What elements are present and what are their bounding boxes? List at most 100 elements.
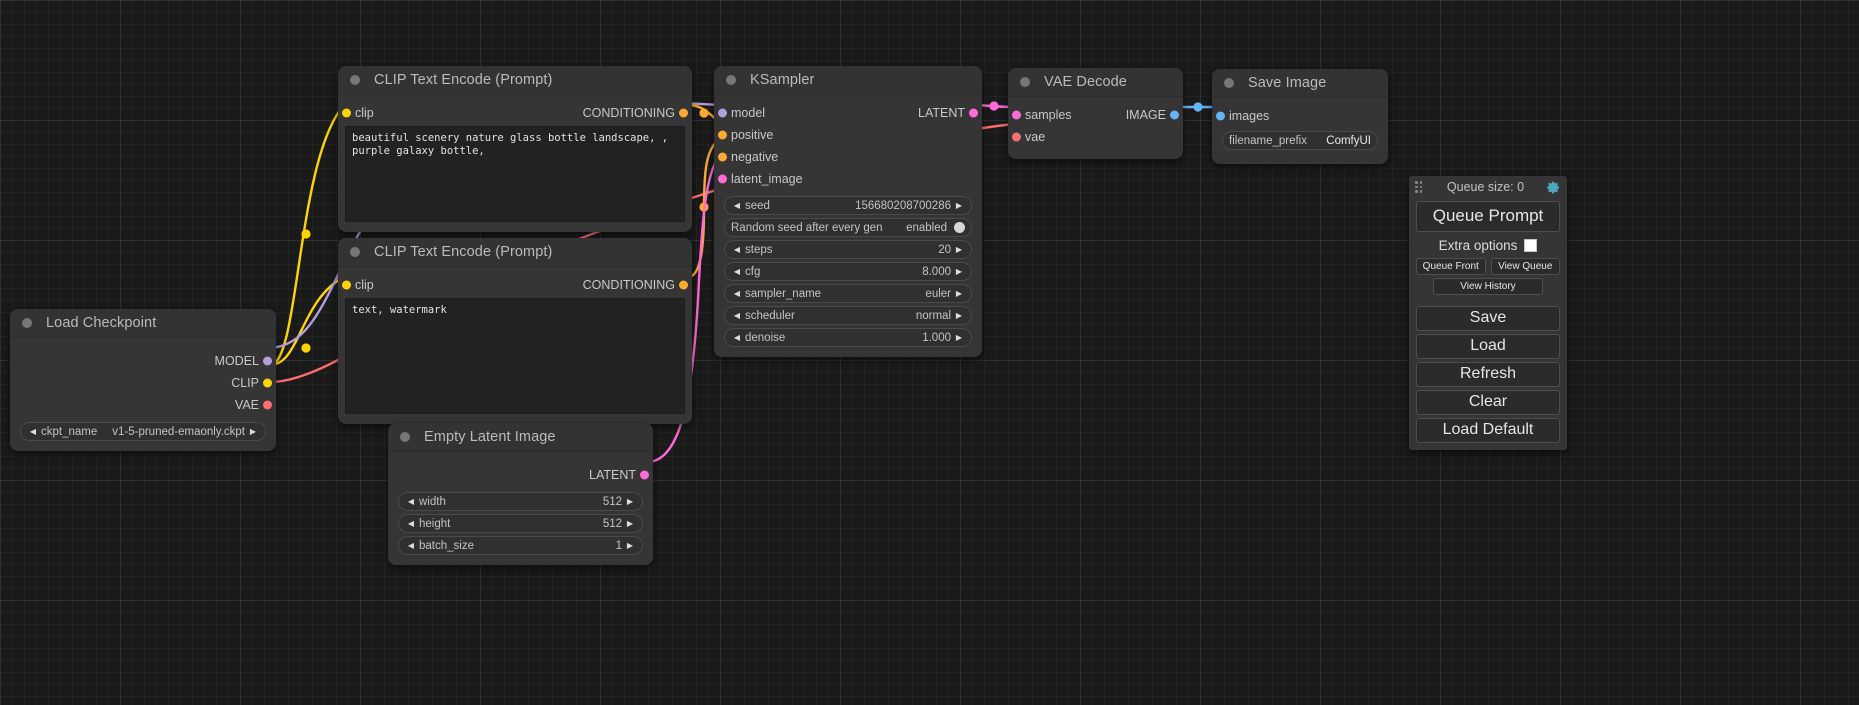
node-title-bar[interactable]: VAE Decode bbox=[1008, 68, 1183, 97]
comfy-menu-panel[interactable]: Queue size: 0 Queue Prompt Extra options… bbox=[1409, 176, 1567, 450]
output-slot-model[interactable]: MODEL bbox=[10, 352, 276, 369]
widget-value[interactable]: 1 bbox=[615, 539, 622, 552]
output-slot-vae[interactable]: VAE bbox=[10, 396, 276, 413]
extra-options-row[interactable]: Extra options bbox=[1416, 238, 1560, 253]
slot-dot-model-icon[interactable] bbox=[718, 108, 727, 117]
collapse-icon[interactable] bbox=[1224, 78, 1234, 88]
menu-drag-header[interactable]: Queue size: 0 bbox=[1409, 176, 1567, 198]
collapse-icon[interactable] bbox=[350, 75, 360, 85]
previous-arrow-icon[interactable]: ◀ bbox=[29, 427, 37, 436]
node-empty-latent-image[interactable]: Empty Latent Image LATENT ◀ width 512 ▶ … bbox=[388, 423, 653, 565]
widget-scheduler[interactable]: ◀ scheduler normal ▶ bbox=[724, 306, 972, 325]
widget-value[interactable]: ComfyUI bbox=[1326, 134, 1371, 147]
prompt-textarea[interactable]: beautiful scenery nature glass bottle la… bbox=[345, 126, 685, 222]
collapse-icon[interactable] bbox=[400, 432, 410, 442]
input-slot-vae[interactable]: vae bbox=[1008, 128, 1183, 145]
drag-handle-icon[interactable] bbox=[1415, 181, 1425, 193]
slot-dot-negative-icon[interactable] bbox=[718, 152, 727, 161]
widget-value[interactable]: 8.000 bbox=[922, 265, 951, 278]
decrement-arrow-icon[interactable]: ◀ bbox=[407, 497, 415, 506]
view-history-button[interactable]: View History bbox=[1433, 278, 1543, 295]
increment-arrow-icon[interactable]: ▶ bbox=[626, 541, 634, 550]
node-title-bar[interactable]: Empty Latent Image bbox=[388, 423, 653, 452]
slot-dot-conditioning-icon[interactable] bbox=[679, 108, 688, 117]
node-title-bar[interactable]: CLIP Text Encode (Prompt) bbox=[338, 66, 692, 95]
slot-dot-samples-icon[interactable] bbox=[1012, 110, 1021, 119]
slot-dot-vae-icon[interactable] bbox=[1012, 132, 1021, 141]
widget-random-seed-toggle[interactable]: Random seed after every gen enabled bbox=[724, 218, 972, 237]
widget-cfg[interactable]: ◀ cfg 8.000 ▶ bbox=[724, 262, 972, 281]
node-title-bar[interactable]: CLIP Text Encode (Prompt) bbox=[338, 238, 692, 267]
increment-arrow-icon[interactable]: ▶ bbox=[955, 245, 963, 254]
output-slot-latent[interactable]: LATENT bbox=[714, 104, 982, 121]
input-slot-images[interactable]: images bbox=[1212, 107, 1388, 124]
view-queue-button[interactable]: View Queue bbox=[1490, 258, 1560, 275]
widget-value[interactable]: 156680208700286 bbox=[855, 199, 951, 212]
node-clip-text-encode-negative[interactable]: CLIP Text Encode (Prompt) clip CONDITION… bbox=[338, 238, 692, 424]
load-default-button[interactable]: Load Default bbox=[1416, 418, 1560, 443]
increment-arrow-icon[interactable]: ▶ bbox=[955, 267, 963, 276]
increment-arrow-icon[interactable]: ▶ bbox=[626, 519, 634, 528]
collapse-icon[interactable] bbox=[22, 318, 32, 328]
slot-dot-conditioning-icon[interactable] bbox=[679, 280, 688, 289]
node-clip-text-encode-positive[interactable]: CLIP Text Encode (Prompt) clip CONDITION… bbox=[338, 66, 692, 232]
node-vae-decode[interactable]: VAE Decode samples IMAGE vae bbox=[1008, 68, 1183, 159]
widget-width[interactable]: ◀ width 512 ▶ bbox=[398, 492, 643, 511]
widget-value[interactable]: 512 bbox=[602, 517, 622, 530]
slot-dot-latent-icon[interactable] bbox=[640, 470, 649, 479]
decrement-arrow-icon[interactable]: ◀ bbox=[407, 519, 415, 528]
widget-denoise[interactable]: ◀ denoise 1.000 ▶ bbox=[724, 328, 972, 347]
widget-value[interactable]: 20 bbox=[938, 243, 951, 256]
save-button[interactable]: Save bbox=[1416, 306, 1560, 331]
next-arrow-icon[interactable]: ▶ bbox=[955, 311, 963, 320]
increment-arrow-icon[interactable]: ▶ bbox=[955, 333, 963, 342]
collapse-icon[interactable] bbox=[726, 75, 736, 85]
output-slot-conditioning[interactable]: CONDITIONING bbox=[338, 276, 692, 293]
slot-dot-latent-icon[interactable] bbox=[969, 108, 978, 117]
widget-value[interactable]: v1-5-pruned-emaonly.ckpt bbox=[112, 425, 245, 438]
output-slot-clip[interactable]: CLIP bbox=[10, 374, 276, 391]
slot-dot-model-icon[interactable] bbox=[263, 356, 272, 365]
widget-value[interactable]: euler bbox=[925, 287, 951, 300]
output-slot-image[interactable]: IMAGE bbox=[1008, 106, 1183, 123]
clear-button[interactable]: Clear bbox=[1416, 390, 1560, 415]
node-save-image[interactable]: Save Image images filename_prefix ComfyU… bbox=[1212, 69, 1388, 164]
queue-prompt-button[interactable]: Queue Prompt bbox=[1416, 201, 1560, 232]
slot-dot-latent-image-icon[interactable] bbox=[718, 174, 727, 183]
output-slot-latent[interactable]: LATENT bbox=[388, 466, 653, 483]
widget-height[interactable]: ◀ height 512 ▶ bbox=[398, 514, 643, 533]
widget-seed[interactable]: ◀ seed 156680208700286 ▶ bbox=[724, 196, 972, 215]
next-arrow-icon[interactable]: ▶ bbox=[249, 427, 257, 436]
decrement-arrow-icon[interactable]: ◀ bbox=[733, 267, 741, 276]
increment-arrow-icon[interactable]: ▶ bbox=[955, 201, 963, 210]
increment-arrow-icon[interactable]: ▶ bbox=[626, 497, 634, 506]
previous-arrow-icon[interactable]: ◀ bbox=[733, 289, 741, 298]
node-title-bar[interactable]: Save Image bbox=[1212, 69, 1388, 98]
slot-dot-clip-icon[interactable] bbox=[263, 378, 272, 387]
node-title-bar[interactable]: KSampler bbox=[714, 66, 982, 95]
next-arrow-icon[interactable]: ▶ bbox=[955, 289, 963, 298]
widget-sampler-name[interactable]: ◀ sampler_name euler ▶ bbox=[724, 284, 972, 303]
refresh-button[interactable]: Refresh bbox=[1416, 362, 1560, 387]
input-slot-model[interactable]: model bbox=[714, 104, 982, 121]
extra-options-checkbox[interactable] bbox=[1524, 239, 1538, 252]
previous-arrow-icon[interactable]: ◀ bbox=[733, 311, 741, 320]
toggle-indicator-icon[interactable] bbox=[954, 222, 965, 233]
decrement-arrow-icon[interactable]: ◀ bbox=[733, 245, 741, 254]
decrement-arrow-icon[interactable]: ◀ bbox=[407, 541, 415, 550]
output-slot-conditioning[interactable]: CONDITIONING bbox=[338, 104, 692, 121]
widget-value[interactable]: 1.000 bbox=[922, 331, 951, 344]
node-title-bar[interactable]: Load Checkpoint bbox=[10, 309, 276, 338]
widget-value[interactable]: 512 bbox=[602, 495, 622, 508]
widget-filename-prefix[interactable]: filename_prefix ComfyUI bbox=[1222, 131, 1378, 150]
gear-icon[interactable] bbox=[1546, 180, 1561, 195]
widget-batch-size[interactable]: ◀ batch_size 1 ▶ bbox=[398, 536, 643, 555]
input-slot-latent-image[interactable]: latent_image bbox=[714, 170, 982, 187]
node-ksampler[interactable]: KSampler model LATENT positive negative … bbox=[714, 66, 982, 357]
slot-dot-positive-icon[interactable] bbox=[718, 130, 727, 139]
input-slot-samples[interactable]: samples bbox=[1008, 106, 1183, 123]
widget-steps[interactable]: ◀ steps 20 ▶ bbox=[724, 240, 972, 259]
decrement-arrow-icon[interactable]: ◀ bbox=[733, 333, 741, 342]
collapse-icon[interactable] bbox=[350, 247, 360, 257]
